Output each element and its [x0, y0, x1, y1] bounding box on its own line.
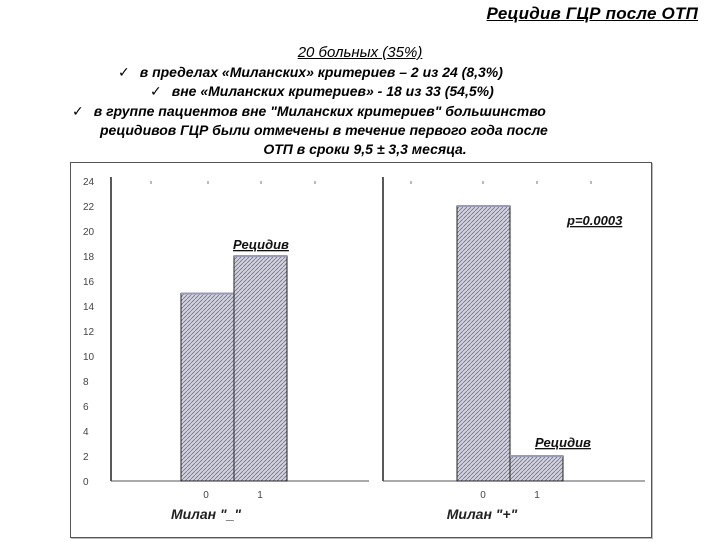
y-tick-label: 8 [83, 377, 89, 388]
slide-subtitle: 20 больных (35%) [297, 44, 423, 61]
bullet-text: вне «Миланских критериев» - 18 из 33 (54… [171, 83, 494, 99]
y-tick-label: 20 [83, 227, 95, 238]
y-tick-label: 24 [83, 177, 95, 188]
x-tick-label: 0 [203, 490, 209, 501]
p-value-label: р=0.0003 [566, 213, 623, 228]
bullet-item: ✓ в пределах «Миланских» критериев – 2 из… [118, 64, 503, 81]
x-group-label: Милан "_" [171, 506, 241, 522]
bar-milan-plus-0 [456, 205, 511, 482]
y-tick-label: 14 [83, 302, 95, 313]
bar-milan-minus-1 [233, 255, 288, 482]
x-tick-label: 1 [257, 490, 263, 501]
y-tick-label: 12 [83, 327, 95, 338]
check-icon: ✓ [118, 64, 130, 80]
y-tick-label: 10 [83, 352, 95, 363]
bullet-text-continuation: рецидивов ГЦР были отмечены в течение пе… [100, 122, 548, 138]
bar-milan-minus-0 [180, 293, 235, 482]
annotation-recurrence-right: Рецидив [535, 435, 591, 450]
check-icon: ✓ [72, 103, 84, 119]
y-tick-label: 2 [83, 452, 89, 463]
y-tick-label: 6 [83, 402, 89, 413]
y-tick-label: 22 [83, 202, 95, 213]
y-tick-label: 4 [83, 427, 89, 438]
y-tick-label: 16 [83, 277, 95, 288]
chart-frame: 0 2 4 6 8 10 12 14 16 18 20 22 24 0 1 Милан "_" 0 1 Милан … [70, 162, 652, 538]
bullet-item: ✓ в группе пациентов вне "Миланских крите… [72, 103, 546, 120]
annotation-recurrence-left: Рецидив [233, 237, 289, 252]
x-group-label: Милан "+" [447, 506, 518, 522]
bullet-text: в пределах «Миланских» критериев – 2 из … [139, 64, 503, 80]
y-tick-label: 0 [83, 477, 89, 488]
check-icon: ✓ [150, 83, 162, 99]
x-tick-label: 0 [480, 490, 486, 501]
bullet-text: в группе пациентов вне "Миланских критер… [93, 103, 546, 119]
x-tick-label: 1 [534, 490, 540, 501]
y-tick-label: 18 [83, 252, 95, 263]
bar-milan-plus-1 [509, 455, 564, 482]
bullet-item: ✓ вне «Миланских критериев» - 18 из 33 (5… [150, 83, 494, 100]
bullet-text-continuation: ОТП в сроки 9,5 ± 3,3 месяца. [263, 141, 467, 157]
slide-title: Рецидив ГЦР после ОТП [486, 4, 698, 23]
